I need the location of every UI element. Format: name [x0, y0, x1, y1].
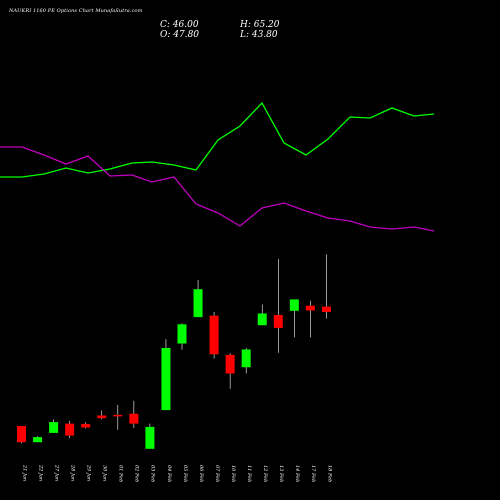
candle: [289, 299, 299, 338]
x-tick-label: 03 Feb: [150, 465, 156, 482]
candle: [113, 405, 123, 430]
magenta-line-series: [0, 146, 435, 232]
candle: [305, 300, 315, 338]
candle-body: [241, 349, 251, 368]
candle-body: [305, 305, 315, 311]
candle: [65, 420, 75, 438]
candle-body: [161, 348, 171, 411]
candle: [209, 312, 219, 359]
x-tick-label: 30 Jan: [102, 465, 108, 481]
candle: [97, 410, 107, 420]
candle-body: [97, 415, 107, 419]
candle-body: [49, 422, 59, 433]
x-tick-label: 14 Feb: [294, 465, 300, 482]
candle: [49, 419, 59, 433]
x-tick-label: 10 Feb: [230, 465, 236, 482]
x-tick-label: 22 Jan: [37, 464, 43, 481]
x-tick-label: 21 Jan: [21, 464, 27, 481]
candle: [161, 339, 171, 411]
x-tick-label: 04 Feb: [166, 465, 172, 482]
candle-body: [193, 289, 203, 318]
candle-body: [129, 413, 139, 424]
candle: [177, 323, 187, 350]
candle-body: [289, 299, 299, 311]
x-tick-label: 05 Feb: [182, 465, 188, 482]
x-tick-label: 28 Jan: [69, 464, 75, 481]
candle: [129, 400, 139, 429]
candle: [241, 348, 251, 374]
candle: [81, 422, 91, 429]
candle-body: [113, 414, 123, 417]
x-tick-label: 06 Feb: [198, 465, 204, 482]
candle: [321, 254, 331, 319]
candle: [145, 423, 155, 449]
x-tick-label: 01 Feb: [118, 465, 124, 482]
candle-body: [33, 437, 43, 443]
chart-title: NAUKRI 1160 PE Options Chart MunafaSutra…: [9, 8, 143, 14]
x-tick-label: 07 Feb: [214, 465, 220, 482]
candle-body: [17, 426, 26, 443]
x-tick-label: 27 Jan: [53, 464, 59, 481]
close-value: C: 46.00: [160, 20, 199, 30]
x-tick-label: 17 Feb: [310, 465, 316, 482]
candle-body: [273, 315, 283, 328]
x-tick-label: 02 Feb: [134, 465, 140, 482]
low-value: L: 43.80: [240, 30, 278, 40]
candle-body: [81, 423, 91, 428]
candle-body: [177, 324, 187, 344]
candle: [257, 304, 267, 326]
x-tick-label: 18 Feb: [326, 465, 332, 482]
candle: [17, 426, 26, 444]
open-value: O: 47.80: [160, 30, 200, 40]
green-line-series: [0, 101, 435, 178]
candle: [225, 353, 235, 389]
candle: [33, 436, 43, 443]
x-tick-label: 12 Feb: [262, 465, 268, 482]
high-value: H: 65.20: [240, 20, 280, 30]
candle-body: [209, 315, 219, 355]
candle-body: [145, 426, 155, 449]
candle: [273, 258, 283, 353]
candle-body: [65, 423, 75, 436]
candle-body: [225, 354, 235, 374]
x-tick-label: 13 Feb: [278, 465, 284, 482]
candle-body: [321, 306, 331, 312]
x-tick-label: 11 Feb: [246, 465, 252, 482]
x-tick-label: 29 Jan: [86, 464, 92, 481]
candle-body: [257, 313, 267, 326]
candle: [193, 279, 203, 318]
